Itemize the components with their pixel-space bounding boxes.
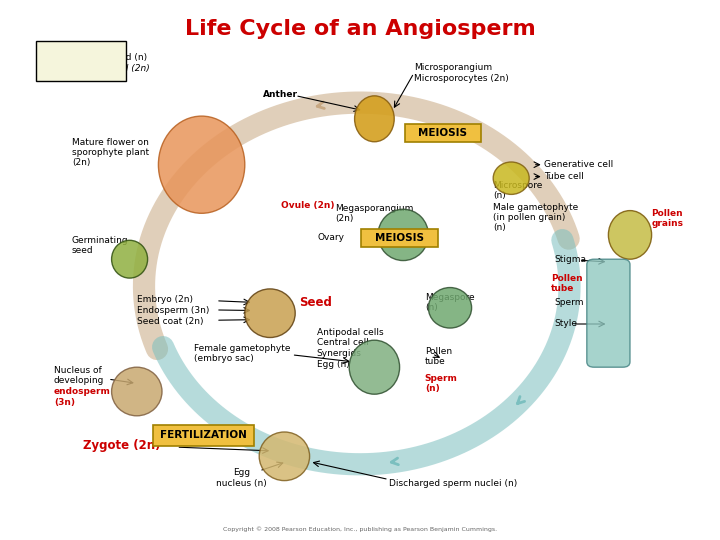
Text: Tube cell: Tube cell: [544, 172, 583, 181]
Ellipse shape: [112, 367, 162, 416]
FancyBboxPatch shape: [361, 229, 438, 247]
Text: Stigma: Stigma: [554, 255, 586, 264]
Text: Ovary: Ovary: [318, 233, 345, 242]
Text: MEIOSIS: MEIOSIS: [375, 233, 424, 243]
Ellipse shape: [355, 96, 395, 141]
Text: Zygote (2n): Zygote (2n): [83, 439, 161, 452]
Text: Pollen
tube: Pollen tube: [425, 347, 452, 366]
Text: Diploid (2n): Diploid (2n): [97, 64, 150, 73]
Text: MEIOSIS: MEIOSIS: [418, 128, 467, 138]
Text: Life Cycle of an Angiosperm: Life Cycle of an Angiosperm: [184, 19, 536, 39]
Text: Sperm
(n): Sperm (n): [425, 374, 458, 393]
Text: Megasporangium
(2n): Megasporangium (2n): [335, 204, 413, 223]
Text: Embryo (2n): Embryo (2n): [137, 295, 193, 304]
Text: Anther: Anther: [263, 90, 298, 99]
FancyBboxPatch shape: [587, 259, 630, 367]
Text: Synergids: Synergids: [317, 349, 361, 358]
FancyBboxPatch shape: [153, 425, 254, 446]
Text: FERTILIZATION: FERTILIZATION: [161, 430, 247, 440]
Text: Pollen
grains: Pollen grains: [652, 209, 683, 228]
Text: Egg
nucleus (n): Egg nucleus (n): [216, 468, 266, 488]
Ellipse shape: [428, 287, 472, 328]
Ellipse shape: [378, 210, 428, 261]
Text: Egg (n): Egg (n): [317, 360, 349, 369]
Text: endosperm
(3n): endosperm (3n): [54, 387, 111, 407]
Text: Seed coat (2n): Seed coat (2n): [137, 317, 203, 326]
Ellipse shape: [259, 432, 310, 481]
Text: Microspore
(n): Microspore (n): [493, 181, 543, 200]
Ellipse shape: [158, 116, 245, 213]
Text: Pollen
tube: Pollen tube: [551, 274, 582, 293]
Ellipse shape: [349, 340, 400, 394]
Text: Sperm: Sperm: [554, 298, 584, 307]
Ellipse shape: [493, 162, 529, 194]
Text: Central cell: Central cell: [317, 339, 369, 347]
Text: Endosperm (3n): Endosperm (3n): [137, 306, 210, 315]
Text: Copyright © 2008 Pearson Education, Inc., publishing as Pearson Benjamin Cumming: Copyright © 2008 Pearson Education, Inc.…: [223, 526, 497, 532]
Text: Style: Style: [554, 320, 577, 328]
Ellipse shape: [112, 240, 148, 278]
Text: Seed: Seed: [299, 296, 332, 309]
Text: Haploid (n): Haploid (n): [97, 53, 148, 62]
Text: Key: Key: [54, 43, 76, 52]
Text: Mature flower on
sporophyte plant
(2n): Mature flower on sporophyte plant (2n): [72, 138, 149, 167]
Ellipse shape: [608, 211, 652, 259]
Text: Male gametophyte
(in pollen grain)
(n): Male gametophyte (in pollen grain) (n): [493, 202, 578, 232]
Text: Megaspore
(n): Megaspore (n): [425, 293, 474, 312]
Text: Antipodal cells: Antipodal cells: [317, 328, 384, 336]
FancyBboxPatch shape: [36, 40, 126, 81]
FancyBboxPatch shape: [405, 124, 481, 142]
Text: Female gametophyte
(embryo sac): Female gametophyte (embryo sac): [194, 344, 291, 363]
Text: Microsporocytes (2n): Microsporocytes (2n): [414, 74, 509, 83]
Text: Nucleus of
developing: Nucleus of developing: [54, 366, 104, 385]
Text: Germinating
seed: Germinating seed: [72, 236, 129, 255]
Ellipse shape: [245, 289, 295, 338]
Text: Discharged sperm nuclei (n): Discharged sperm nuclei (n): [389, 479, 517, 488]
Text: Ovule (2n): Ovule (2n): [282, 201, 335, 210]
Text: Generative cell: Generative cell: [544, 160, 613, 169]
Text: Microsporangium: Microsporangium: [414, 63, 492, 72]
